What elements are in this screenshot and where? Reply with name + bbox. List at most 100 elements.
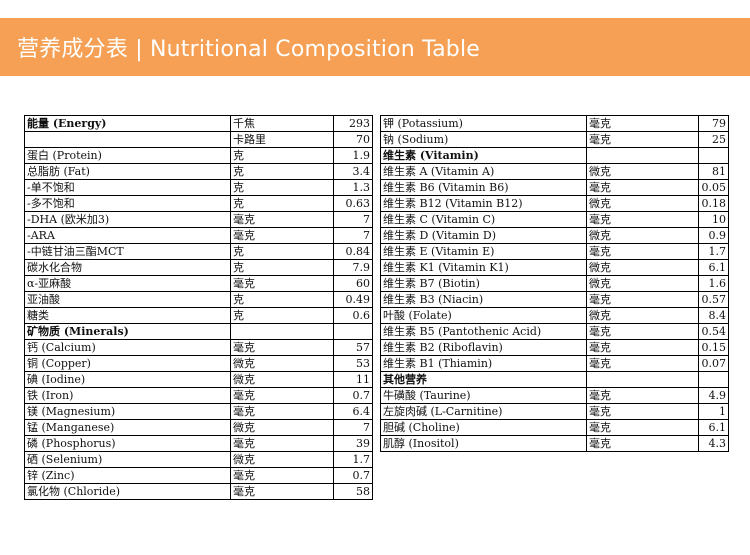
table-row: 维生素 B5 (Pantothenic Acid) 毫克 0.54	[380, 323, 729, 340]
value-cell: 0.7	[333, 387, 373, 404]
unit-cell: 毫克	[586, 179, 699, 196]
value-cell: 0.49	[333, 291, 373, 308]
table-row: -DHA (欧米加3) 毫克 7	[24, 211, 373, 228]
nutrient-name-cell: 维生素 C (Vitamin C)	[380, 211, 587, 228]
unit-cell: 微克	[586, 307, 699, 324]
unit-cell: 毫克	[586, 339, 699, 356]
unit-cell: 毫克	[230, 387, 334, 404]
value-cell: 0.07	[698, 355, 729, 372]
nutrient-name-cell: 钾 (Potassium)	[380, 115, 587, 132]
table-row: 蛋白 (Protein) 克 1.9	[24, 147, 373, 164]
table-row: 钠 (Sodium) 毫克 25	[380, 131, 729, 148]
table-row: 总脂肪 (Fat) 克 3.4	[24, 163, 373, 180]
table-row: 维生素 B7 (Biotin) 微克 1.6	[380, 275, 729, 292]
table-row: 氯化物 (Chloride) 毫克 58	[24, 483, 373, 500]
table-row: 维生素 D (Vitamin D) 微克 0.9	[380, 227, 729, 244]
value-cell: 1.7	[333, 451, 373, 468]
value-cell: 1.9	[333, 147, 373, 164]
value-cell: 0.15	[698, 339, 729, 356]
unit-cell: 毫克	[230, 227, 334, 244]
nutrition-table-left: 能量 (Energy) 千焦 293 卡路里 70 蛋白 (Protein) 克 1.9 总脂肪…	[24, 115, 373, 500]
unit-cell: 毫克	[230, 435, 334, 452]
value-cell: 3.4	[333, 163, 373, 180]
unit-cell: 毫克	[586, 355, 699, 372]
value-cell: 293	[333, 115, 373, 132]
table-row: -ARA 毫克 7	[24, 227, 373, 244]
value-cell: 0.7	[333, 467, 373, 484]
table-row: 碳水化合物克 7.9	[24, 259, 373, 276]
value-cell: 0.54	[698, 323, 729, 340]
unit-cell: 毫克	[586, 131, 699, 148]
nutrient-name-cell: 左旋肉碱 (L-Carnitine)	[380, 403, 587, 420]
table-row: 维生素 B12 (Vitamin B12) 微克 0.18	[380, 195, 729, 212]
table-row: 钙 (Calcium) 毫克 57	[24, 339, 373, 356]
unit-cell: 微克	[586, 275, 699, 292]
value-cell: 0.6	[333, 307, 373, 324]
table-row: α-亚麻酸 毫克 60	[24, 275, 373, 292]
table-row: 卡路里 70	[24, 131, 373, 148]
table-row: 叶酸 (Folate) 微克 8.4	[380, 307, 729, 324]
value-cell: 7	[333, 227, 373, 244]
table-row: 能量 (Energy) 千焦 293	[24, 115, 373, 132]
nutrient-name-cell: 维生素 B12 (Vitamin B12)	[380, 195, 587, 212]
table-row: 牛磺酸 (Taurine) 毫克 4.9	[380, 387, 729, 404]
unit-cell: 微克	[230, 371, 334, 388]
value-cell: 6.1	[698, 259, 729, 276]
nutrient-name-cell: 维生素 B2 (Riboflavin)	[380, 339, 587, 356]
unit-cell: 毫克	[586, 387, 699, 404]
nutrient-name-cell: 肌醇 (Inositol)	[380, 435, 587, 452]
unit-cell: 毫克	[230, 211, 334, 228]
unit-cell: 克	[230, 163, 334, 180]
nutrient-name-cell: 总脂肪 (Fat)	[24, 163, 231, 180]
nutrient-name-cell: -单不饱和	[24, 179, 231, 196]
table-row: 糖类克 0.6	[24, 307, 373, 324]
nutrient-name-cell: 磷 (Phosphorus)	[24, 435, 231, 452]
value-cell: 1.7	[698, 243, 729, 260]
table-row: 维生素 (Vitamin)	[380, 147, 729, 164]
value-cell: 25	[698, 131, 729, 148]
value-cell: 60	[333, 275, 373, 292]
nutrient-name-cell: 维生素 D (Vitamin D)	[380, 227, 587, 244]
nutrient-name-cell: 胆碱 (Choline)	[380, 419, 587, 436]
value-cell	[333, 323, 373, 340]
unit-cell: 卡路里	[230, 131, 334, 148]
nutrient-name-cell: 矿物质 (Minerals)	[24, 323, 231, 340]
unit-cell: 毫克	[586, 115, 699, 132]
nutrient-name-cell: -中链甘油三酯MCT	[24, 243, 231, 260]
nutrient-name-cell: 蛋白 (Protein)	[24, 147, 231, 164]
unit-cell: 毫克	[230, 339, 334, 356]
table-row: 矿物质 (Minerals)	[24, 323, 373, 340]
table-row: 锰 (Manganese) 微克 7	[24, 419, 373, 436]
value-cell: 39	[333, 435, 373, 452]
value-cell: 58	[333, 483, 373, 500]
nutrient-name-cell: 钙 (Calcium)	[24, 339, 231, 356]
value-cell: 57	[333, 339, 373, 356]
unit-cell: 毫克	[586, 291, 699, 308]
value-cell: 7.9	[333, 259, 373, 276]
unit-cell: 毫克	[586, 435, 699, 452]
table-row: 维生素 B1 (Thiamin) 毫克 0.07	[380, 355, 729, 372]
table-row: 亚油酸克 0.49	[24, 291, 373, 308]
nutrient-name-cell: 碘 (Iodine)	[24, 371, 231, 388]
table-row: 维生素 B6 (Vitamin B6) 毫克 0.05	[380, 179, 729, 196]
table-row: 胆碱 (Choline) 毫克 6.1	[380, 419, 729, 436]
value-cell: 7	[333, 419, 373, 436]
nutrient-name-cell: 维生素 B6 (Vitamin B6)	[380, 179, 587, 196]
nutrient-name-cell: 能量 (Energy)	[24, 115, 231, 132]
nutrient-name-cell: 铁 (Iron)	[24, 387, 231, 404]
unit-cell: 微克	[586, 227, 699, 244]
nutrient-name-cell: 维生素 K1 (Vitamin K1)	[380, 259, 587, 276]
value-cell	[698, 147, 729, 164]
table-row: 维生素 A (Vitamin A) 微克 81	[380, 163, 729, 180]
nutrient-name-cell: 维生素 B3 (Niacin)	[380, 291, 587, 308]
value-cell: 0.18	[698, 195, 729, 212]
table-row: 肌醇 (Inositol) 毫克 4.3	[380, 435, 729, 452]
unit-cell: 微克	[230, 451, 334, 468]
nutrient-name-cell: 亚油酸	[24, 291, 231, 308]
table-row: -中链甘油三酯MCT 克 0.84	[24, 243, 373, 260]
unit-cell: 毫克	[230, 483, 334, 500]
nutrient-name-cell: 其他营养	[380, 371, 587, 388]
unit-cell: 千焦	[230, 115, 334, 132]
nutrient-name-cell: 氯化物 (Chloride)	[24, 483, 231, 500]
nutrient-name-cell: 维生素 B7 (Biotin)	[380, 275, 587, 292]
